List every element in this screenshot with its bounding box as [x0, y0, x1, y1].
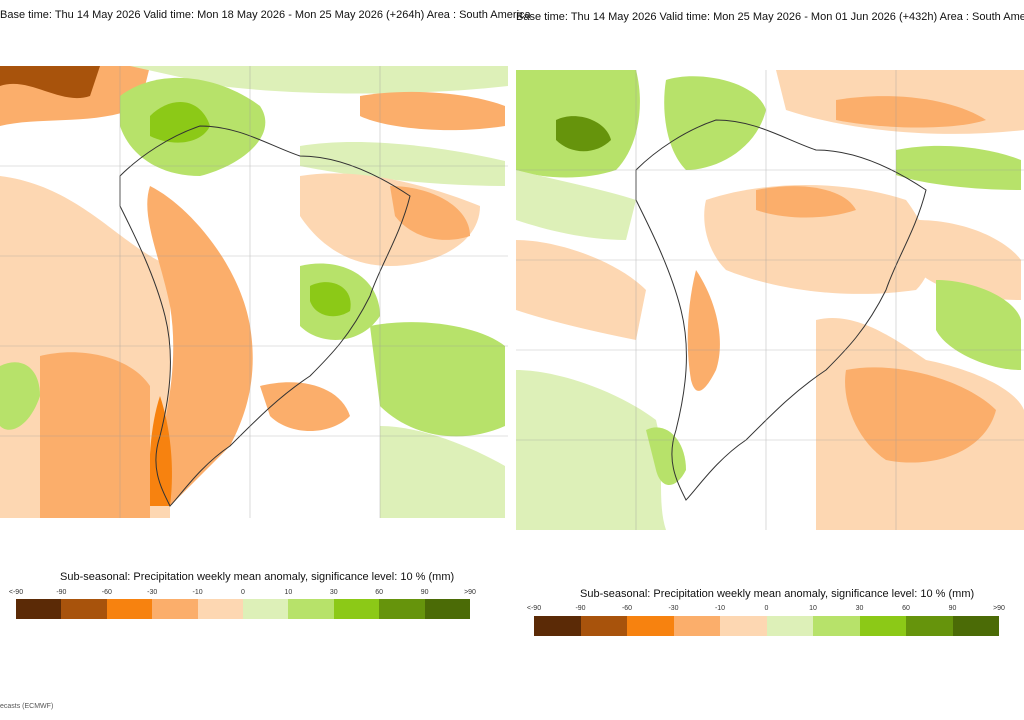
legend-tick-label: <-90	[8, 589, 24, 596]
legend-tick-label: >90	[993, 605, 1005, 612]
legend-swatch	[952, 616, 999, 636]
legend-swatch	[720, 616, 767, 636]
legend-swatch	[673, 616, 720, 636]
right-legend-bar	[534, 616, 999, 636]
legend-swatch	[813, 616, 860, 636]
legend-tick-label: 30	[329, 589, 338, 596]
legend-swatch	[333, 599, 380, 619]
legend-tick-label: -90	[575, 605, 586, 612]
legend-tick-label: -30	[147, 589, 158, 596]
legend-tick-label: -10	[192, 589, 203, 596]
legend-swatch	[766, 616, 813, 636]
legend-swatch	[906, 616, 953, 636]
legend-swatch	[61, 599, 107, 619]
legend-swatch	[379, 599, 425, 619]
legend-tick-label: -90	[56, 589, 67, 596]
legend-swatch	[534, 616, 581, 636]
legend-swatch	[859, 616, 906, 636]
right-legend-title: Sub-seasonal: Precipitation weekly mean …	[580, 588, 975, 600]
left-legend-bar	[16, 599, 471, 619]
left-legend-title: Sub-seasonal: Precipitation weekly mean …	[60, 571, 455, 583]
right-legend-ticks: <-90 -90 -60 -30 -10 0 10 30 60 90 >90	[527, 605, 1005, 615]
left-legend-ticks: <-90 -90 -60 -30 -10 0 10 30 60 90 >90	[9, 589, 476, 599]
legend-swatch	[580, 616, 627, 636]
legend-swatch	[152, 599, 198, 619]
legend-tick-label: -60	[101, 589, 112, 596]
legend-swatch	[288, 599, 334, 619]
legend-tick-label: 90	[948, 605, 957, 612]
legend-tick-label: -60	[621, 605, 633, 612]
legend-tick-label: 60	[902, 605, 910, 612]
legend-swatch	[243, 599, 289, 619]
legend-tick-label: -30	[668, 605, 679, 612]
legend-swatch	[16, 599, 62, 619]
right-map-canvas	[516, 70, 1024, 530]
legend-tick-label: 10	[809, 605, 817, 612]
legend-tick-label: >90	[464, 589, 476, 596]
legend-tick-label: 0	[764, 605, 769, 612]
left-map-canvas	[0, 66, 508, 518]
source-credit: ecasts (ECMWF)	[0, 703, 54, 710]
right-map[interactable]	[516, 70, 1024, 530]
legend-tick-label: 0	[241, 589, 245, 596]
legend-swatch	[424, 599, 471, 619]
right-panel-title: Base time: Thu 14 May 2026 Valid time: M…	[516, 11, 1024, 23]
legend-swatch	[197, 599, 244, 619]
legend-tick-label: -10	[714, 605, 726, 612]
left-map[interactable]	[0, 66, 508, 518]
left-panel-title: Base time: Thu 14 May 2026 Valid time: M…	[0, 9, 531, 21]
legend-tick-label: 60	[375, 589, 384, 596]
legend-tick-label: <-90	[526, 605, 542, 612]
legend-tick-label: 10	[284, 589, 293, 596]
legend-swatch	[627, 616, 674, 636]
legend-tick-label: 30	[855, 605, 864, 612]
legend-swatch	[106, 599, 153, 619]
legend-tick-label: 90	[420, 589, 429, 596]
